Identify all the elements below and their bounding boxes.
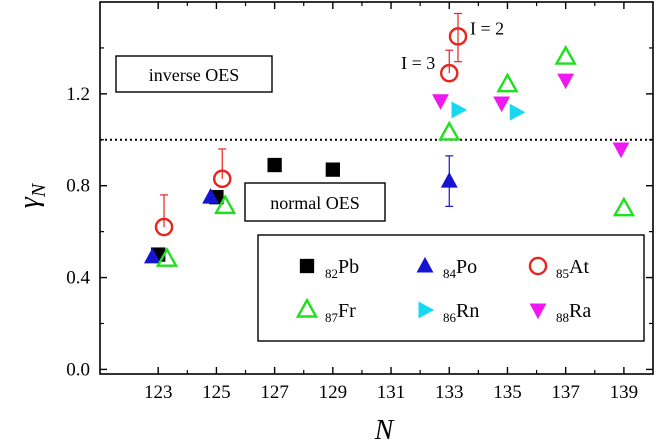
y-tick-label: 0.4 bbox=[66, 268, 90, 289]
annotations: I = 3 I = 2 bbox=[401, 18, 504, 73]
legend-label-ra: 88Ra bbox=[556, 300, 591, 325]
legend-marker-fr bbox=[295, 297, 319, 318]
y-tick-label: 0.8 bbox=[66, 176, 90, 197]
x-tick-label: 135 bbox=[493, 382, 522, 403]
legend-entry-ra: 88Ra bbox=[529, 300, 591, 325]
legend-label-pb: 82Pb bbox=[325, 256, 359, 281]
data-point-ra bbox=[612, 142, 630, 159]
legend-label-rn: 86Rn bbox=[443, 300, 479, 325]
legend-label-fr: 87Fr bbox=[325, 300, 356, 325]
data-point-rn bbox=[451, 101, 468, 119]
legend-entry-rn: 86Rn bbox=[418, 300, 479, 325]
inverse-oes-label: inverse OES bbox=[149, 65, 239, 85]
axis-ticks: 123 125 127 129 131 133 135 137 139 0.0 0.4 0.8 1.2 bbox=[66, 2, 653, 403]
legend-marker-pb bbox=[299, 258, 315, 274]
legend-marker-ra bbox=[529, 303, 547, 320]
series-at bbox=[154, 12, 468, 237]
data-point-at bbox=[154, 217, 174, 237]
x-tick-label: 131 bbox=[377, 382, 406, 403]
data-point-fr bbox=[612, 196, 636, 217]
legend-marker-rn bbox=[418, 301, 435, 319]
data-point-po bbox=[143, 247, 161, 264]
legend-entry-po: 84Po bbox=[416, 256, 477, 281]
y-tick-label: 0.0 bbox=[66, 359, 90, 380]
x-tick-label: 129 bbox=[319, 382, 348, 403]
legend: 82Pb 84Po 85At 87Fr 86Rn 88Ra bbox=[257, 234, 645, 342]
data-point-at bbox=[448, 27, 468, 46]
data-point-pb bbox=[325, 162, 340, 177]
legend-entry-pb: 82Pb bbox=[299, 256, 359, 281]
y-axis-title: γN bbox=[14, 182, 50, 208]
y-axis-title-sub: N bbox=[28, 182, 50, 198]
x-tick-label: 133 bbox=[435, 382, 464, 403]
annotation-i3: I = 3 bbox=[401, 53, 435, 73]
y-axis-title-symbol: γ bbox=[14, 196, 45, 208]
x-axis-title: N bbox=[374, 415, 395, 446]
data-point-ra bbox=[493, 96, 511, 113]
data-point-fr bbox=[214, 194, 237, 215]
data-point-po bbox=[202, 188, 220, 204]
legend-label-po: 84Po bbox=[443, 256, 477, 281]
data-point-at bbox=[212, 169, 232, 189]
data-point-fr bbox=[496, 72, 519, 93]
legend-entry-at: 85At bbox=[528, 256, 589, 281]
series-fr bbox=[155, 44, 636, 267]
data-point-po bbox=[440, 172, 458, 188]
data-markers bbox=[143, 12, 636, 267]
legend-marker-po bbox=[416, 256, 434, 273]
x-tick-label: 139 bbox=[610, 382, 639, 403]
legend-marker-at bbox=[528, 256, 548, 276]
legend-entry-fr: 87Fr bbox=[295, 297, 356, 325]
plot-frame bbox=[99, 1, 654, 375]
series-ra bbox=[432, 73, 630, 159]
data-point-pb bbox=[267, 157, 282, 173]
x-tick-label: 137 bbox=[551, 382, 580, 403]
svg-text:γN: γN bbox=[14, 182, 50, 208]
data-point-fr bbox=[554, 44, 577, 65]
data-point-ra bbox=[557, 73, 575, 90]
x-tick-label: 123 bbox=[144, 382, 173, 403]
data-point-at bbox=[440, 63, 459, 83]
data-point-fr bbox=[155, 246, 179, 267]
data-point-fr bbox=[438, 120, 461, 141]
x-tick-label: 125 bbox=[202, 382, 231, 403]
inverse-oes-box: inverse OES bbox=[115, 55, 273, 93]
annotation-i2: I = 2 bbox=[470, 18, 504, 38]
series-rn bbox=[451, 101, 526, 121]
y-tick-label: 1.2 bbox=[66, 84, 90, 105]
x-tick-label: 127 bbox=[260, 382, 289, 403]
series-po bbox=[143, 155, 458, 264]
normal-oes-box: normal OES bbox=[244, 182, 386, 222]
legend-label-at: 85At bbox=[556, 256, 589, 281]
legend-box bbox=[257, 234, 645, 342]
data-point-rn bbox=[509, 103, 526, 121]
normal-oes-label: normal OES bbox=[270, 193, 360, 213]
data-point-ra bbox=[432, 94, 449, 110]
